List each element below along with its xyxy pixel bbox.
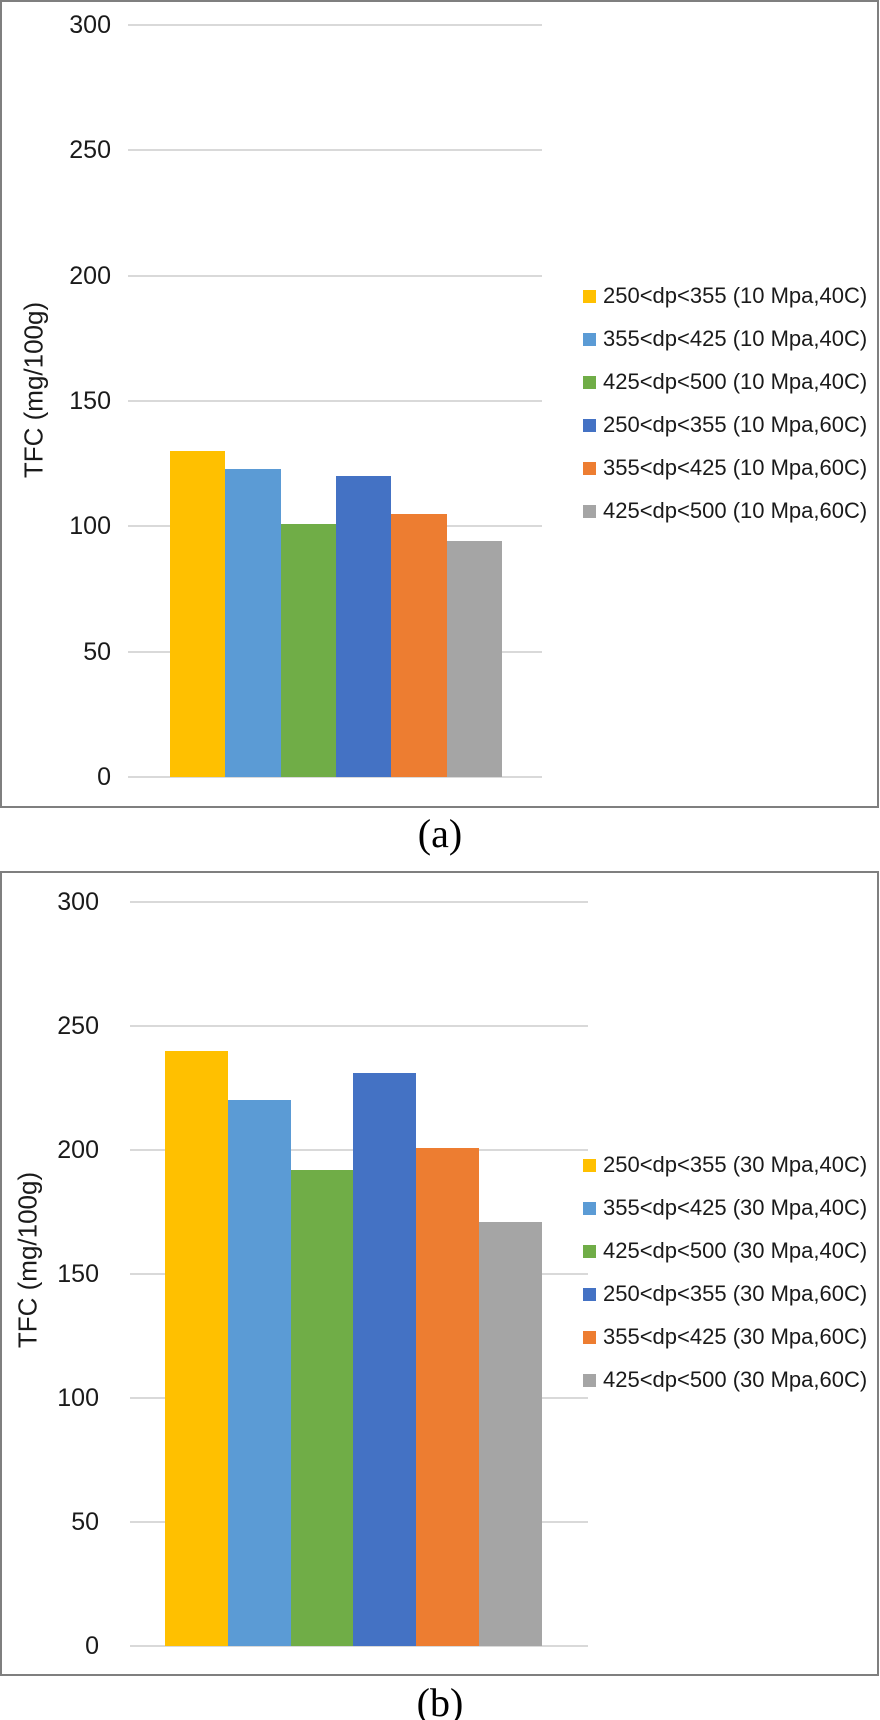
y-gridline-300	[128, 24, 542, 26]
legend-label: 425<dp<500 (30 Mpa,60C)	[603, 1367, 868, 1392]
legend-label: 250<dp<355 (10 Mpa,40C)	[603, 283, 868, 308]
y-tick-label-250: 250	[57, 1012, 99, 1040]
y-tick-label-150: 150	[57, 1260, 99, 1288]
legend-item-1: 250<dp<355 (30 Mpa,40C)	[583, 1150, 867, 1180]
y-tick-label-150: 150	[69, 387, 111, 415]
legend-label: 250<dp<355 (10 Mpa,60C)	[603, 412, 868, 437]
y-gridline-150	[128, 400, 542, 402]
legend-item-6: 425<dp<500 (10 Mpa,60C)	[583, 496, 867, 526]
y-gridline-250	[128, 149, 542, 152]
legend-item-1: 250<dp<355 (10 Mpa,40C)	[583, 281, 867, 311]
legend-swatch-icon	[583, 1244, 596, 1258]
legend-swatch-icon	[583, 1287, 596, 1301]
bar-series-4	[336, 476, 391, 777]
y-tick-label-300: 300	[69, 11, 111, 39]
legend-label: 355<dp<425 (30 Mpa,60C)	[603, 1324, 868, 1349]
legend-swatch-icon	[583, 289, 596, 303]
legend-label: 250<dp<355 (30 Mpa,60C)	[603, 1281, 868, 1306]
bar-series-1	[165, 1050, 228, 1646]
legend-label: 250<dp<355 (30 Mpa,40C)	[603, 1152, 868, 1177]
y-tick-label-50: 50	[83, 637, 111, 666]
bar-series-2	[228, 1100, 291, 1646]
bar-series-6	[479, 1221, 542, 1646]
y-tick-label-100: 100	[57, 1384, 99, 1412]
bar-series-1	[170, 451, 225, 777]
bar-series-3	[291, 1169, 353, 1646]
legend-label: 425<dp<500 (10 Mpa,60C)	[603, 498, 868, 523]
legend-item-2: 355<dp<425 (10 Mpa,40C)	[583, 324, 867, 354]
legend-item-6: 425<dp<500 (30 Mpa,60C)	[583, 1365, 867, 1395]
y-tick-label-0: 0	[97, 763, 111, 791]
bar-series-5	[391, 513, 447, 777]
legend-swatch-icon	[583, 375, 596, 389]
y-tick-label-50: 50	[71, 1508, 99, 1536]
legend-swatch-icon	[583, 1330, 596, 1344]
y-tick-label-200: 200	[57, 1136, 99, 1164]
legend-swatch-icon	[583, 461, 596, 475]
y-gridline-250	[130, 1025, 588, 1027]
legend-label: 355<dp<425 (30 Mpa,40C)	[603, 1195, 868, 1220]
y-gridline-200	[128, 274, 542, 277]
legend-swatch-icon	[583, 1201, 596, 1215]
bar-series-3	[281, 523, 336, 777]
legend-item-3: 425<dp<500 (10 Mpa,40C)	[583, 367, 867, 397]
legend-item-5: 355<dp<425 (30 Mpa,60C)	[583, 1322, 867, 1352]
legend-swatch-icon	[583, 504, 596, 518]
legend-item-4: 250<dp<355 (10 Mpa,60C)	[583, 410, 867, 440]
y-tick-label-0: 0	[85, 1632, 99, 1660]
legend-swatch-icon	[583, 1158, 596, 1172]
legend-label: 355<dp<425 (10 Mpa,40C)	[603, 326, 868, 351]
bar-series-5	[416, 1147, 479, 1646]
legend-label: 355<dp<425 (10 Mpa,60C)	[603, 455, 868, 480]
legend-item-5: 355<dp<425 (10 Mpa,60C)	[583, 453, 867, 483]
y-tick-label-200: 200	[69, 261, 111, 290]
chart-b-caption: (b)	[416, 1680, 464, 1720]
legend-swatch-icon	[583, 418, 596, 432]
y-tick-label-250: 250	[69, 136, 111, 165]
y-gridline-0	[128, 776, 542, 778]
y-tick-label-300: 300	[57, 888, 99, 916]
legend-item-3: 425<dp<500 (30 Mpa,40C)	[583, 1236, 867, 1266]
legend-label: 425<dp<500 (30 Mpa,40C)	[603, 1238, 868, 1263]
legend-item-2: 355<dp<425 (30 Mpa,40C)	[583, 1193, 867, 1223]
y-gridline-0	[130, 1645, 588, 1647]
bar-series-4	[353, 1073, 416, 1646]
legend-swatch-icon	[583, 332, 596, 346]
y-gridline-300	[130, 901, 588, 903]
y-tick-label-100: 100	[69, 512, 111, 541]
bar-series-6	[447, 541, 502, 777]
legend-item-4: 250<dp<355 (30 Mpa,60C)	[583, 1279, 867, 1309]
legend-label: 425<dp<500 (10 Mpa,40C)	[603, 369, 868, 394]
legend-swatch-icon	[583, 1373, 596, 1387]
chart-a-caption: (a)	[417, 811, 463, 856]
bar-series-2	[225, 468, 281, 777]
